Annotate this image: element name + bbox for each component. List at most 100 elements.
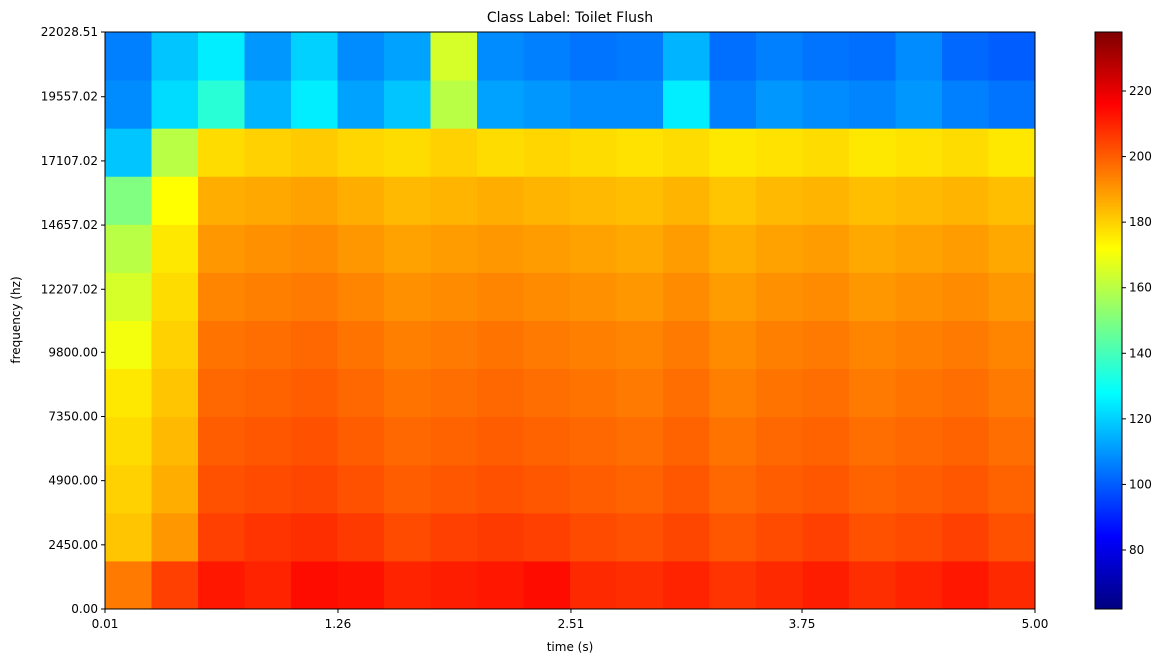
heatmap-cell (988, 80, 1036, 129)
heatmap-cell (198, 464, 245, 514)
heatmap-cell (849, 368, 896, 418)
heatmap-cell (570, 320, 617, 370)
heatmap-cell (198, 176, 245, 225)
heatmap-cell (198, 128, 245, 177)
heatmap-cell (942, 224, 989, 273)
heatmap-cell (105, 224, 152, 273)
heatmap-cell (849, 176, 896, 225)
heatmap-cell (802, 272, 850, 321)
heatmap-cell (802, 176, 850, 225)
y-tick-label: 19557.02 (41, 90, 98, 104)
heatmap-cell (105, 320, 152, 370)
heatmap-cell (384, 80, 431, 129)
heatmap-cell (663, 368, 710, 418)
heatmap-cell (291, 416, 338, 466)
heatmap-cell (709, 272, 757, 321)
heatmap-cell (988, 512, 1036, 562)
heatmap-cell (570, 176, 617, 225)
heatmap-cell (709, 416, 757, 466)
heatmap-cell (663, 512, 710, 562)
x-tick-label: 1.26 (325, 617, 352, 631)
heatmap-cell (756, 560, 803, 610)
heatmap-cell (709, 464, 757, 514)
heatmap-cell (337, 368, 385, 418)
heatmap-cell (709, 128, 757, 177)
colorbar-tick-label: 80 (1129, 543, 1144, 557)
colorbar-tick-label: 180 (1129, 215, 1152, 229)
heatmap-cell (570, 32, 617, 81)
heatmap-cell (523, 320, 571, 370)
heatmap-cell (663, 560, 710, 610)
heatmap-cell (198, 416, 245, 466)
heatmap-cell (384, 416, 431, 466)
heatmap-cell (709, 512, 757, 562)
heatmap-cell (802, 416, 850, 466)
y-tick-label: 9800.00 (48, 345, 98, 359)
heatmap-cell (151, 512, 199, 562)
heatmap-cell (244, 368, 292, 418)
heatmap-cell (942, 128, 989, 177)
heatmap-cell (523, 272, 571, 321)
x-tick-label: 2.51 (558, 617, 585, 631)
y-axis-label: frequency (hz) (9, 276, 23, 363)
heatmap-cell (291, 464, 338, 514)
heatmap-cell (616, 512, 664, 562)
heatmap-cell (523, 464, 571, 514)
heatmap-cell (430, 416, 478, 466)
heatmap-cell (756, 320, 803, 370)
heatmap-cell (430, 512, 478, 562)
heatmap-cell (105, 176, 152, 225)
heatmap-cell (291, 32, 338, 81)
heatmap-cell (337, 320, 385, 370)
heatmap-cell (849, 32, 896, 81)
heatmap-cell (337, 464, 385, 514)
heatmap-cell (105, 32, 152, 81)
heatmap-cell (105, 272, 152, 321)
heatmap-cell (616, 80, 664, 129)
heatmap-cell (384, 464, 431, 514)
colorbar (1094, 31, 1123, 610)
heatmap-cell (663, 464, 710, 514)
heatmap-cell (477, 320, 524, 370)
heatmap-cell (616, 320, 664, 370)
heatmap-cell (942, 80, 989, 129)
heatmap-cell (616, 560, 664, 610)
heatmap-cell (523, 32, 571, 81)
y-tick-label: 12207.02 (41, 282, 98, 296)
heatmap-cell (756, 512, 803, 562)
heatmap-cell (384, 224, 431, 273)
heatmap (105, 32, 1036, 610)
heatmap-cell (291, 80, 338, 129)
heatmap-cell (384, 512, 431, 562)
heatmap-cell (477, 80, 524, 129)
heatmap-cell (337, 416, 385, 466)
heatmap-cell (849, 560, 896, 610)
heatmap-cell (802, 560, 850, 610)
heatmap-cell (802, 128, 850, 177)
heatmap-cell (151, 320, 199, 370)
heatmap-cell (895, 368, 943, 418)
heatmap-cell (942, 272, 989, 321)
heatmap-cell (988, 320, 1036, 370)
heatmap-cell (616, 416, 664, 466)
heatmap-cell (477, 512, 524, 562)
heatmap-cell (151, 128, 199, 177)
heatmap-cell (430, 128, 478, 177)
heatmap-cell (988, 224, 1036, 273)
heatmap-cell (895, 560, 943, 610)
heatmap-cell (384, 320, 431, 370)
heatmap-cell (477, 560, 524, 610)
heatmap-cell (477, 464, 524, 514)
heatmap-cell (477, 368, 524, 418)
heatmap-cell (756, 368, 803, 418)
heatmap-cell (291, 320, 338, 370)
heatmap-cell (105, 128, 152, 177)
heatmap-cell (244, 176, 292, 225)
heatmap-cell (709, 560, 757, 610)
colorbar-tick-label: 140 (1129, 346, 1152, 360)
heatmap-cell (523, 560, 571, 610)
heatmap-cell (802, 80, 850, 129)
heatmap-cell (291, 272, 338, 321)
heatmap-cell (291, 368, 338, 418)
